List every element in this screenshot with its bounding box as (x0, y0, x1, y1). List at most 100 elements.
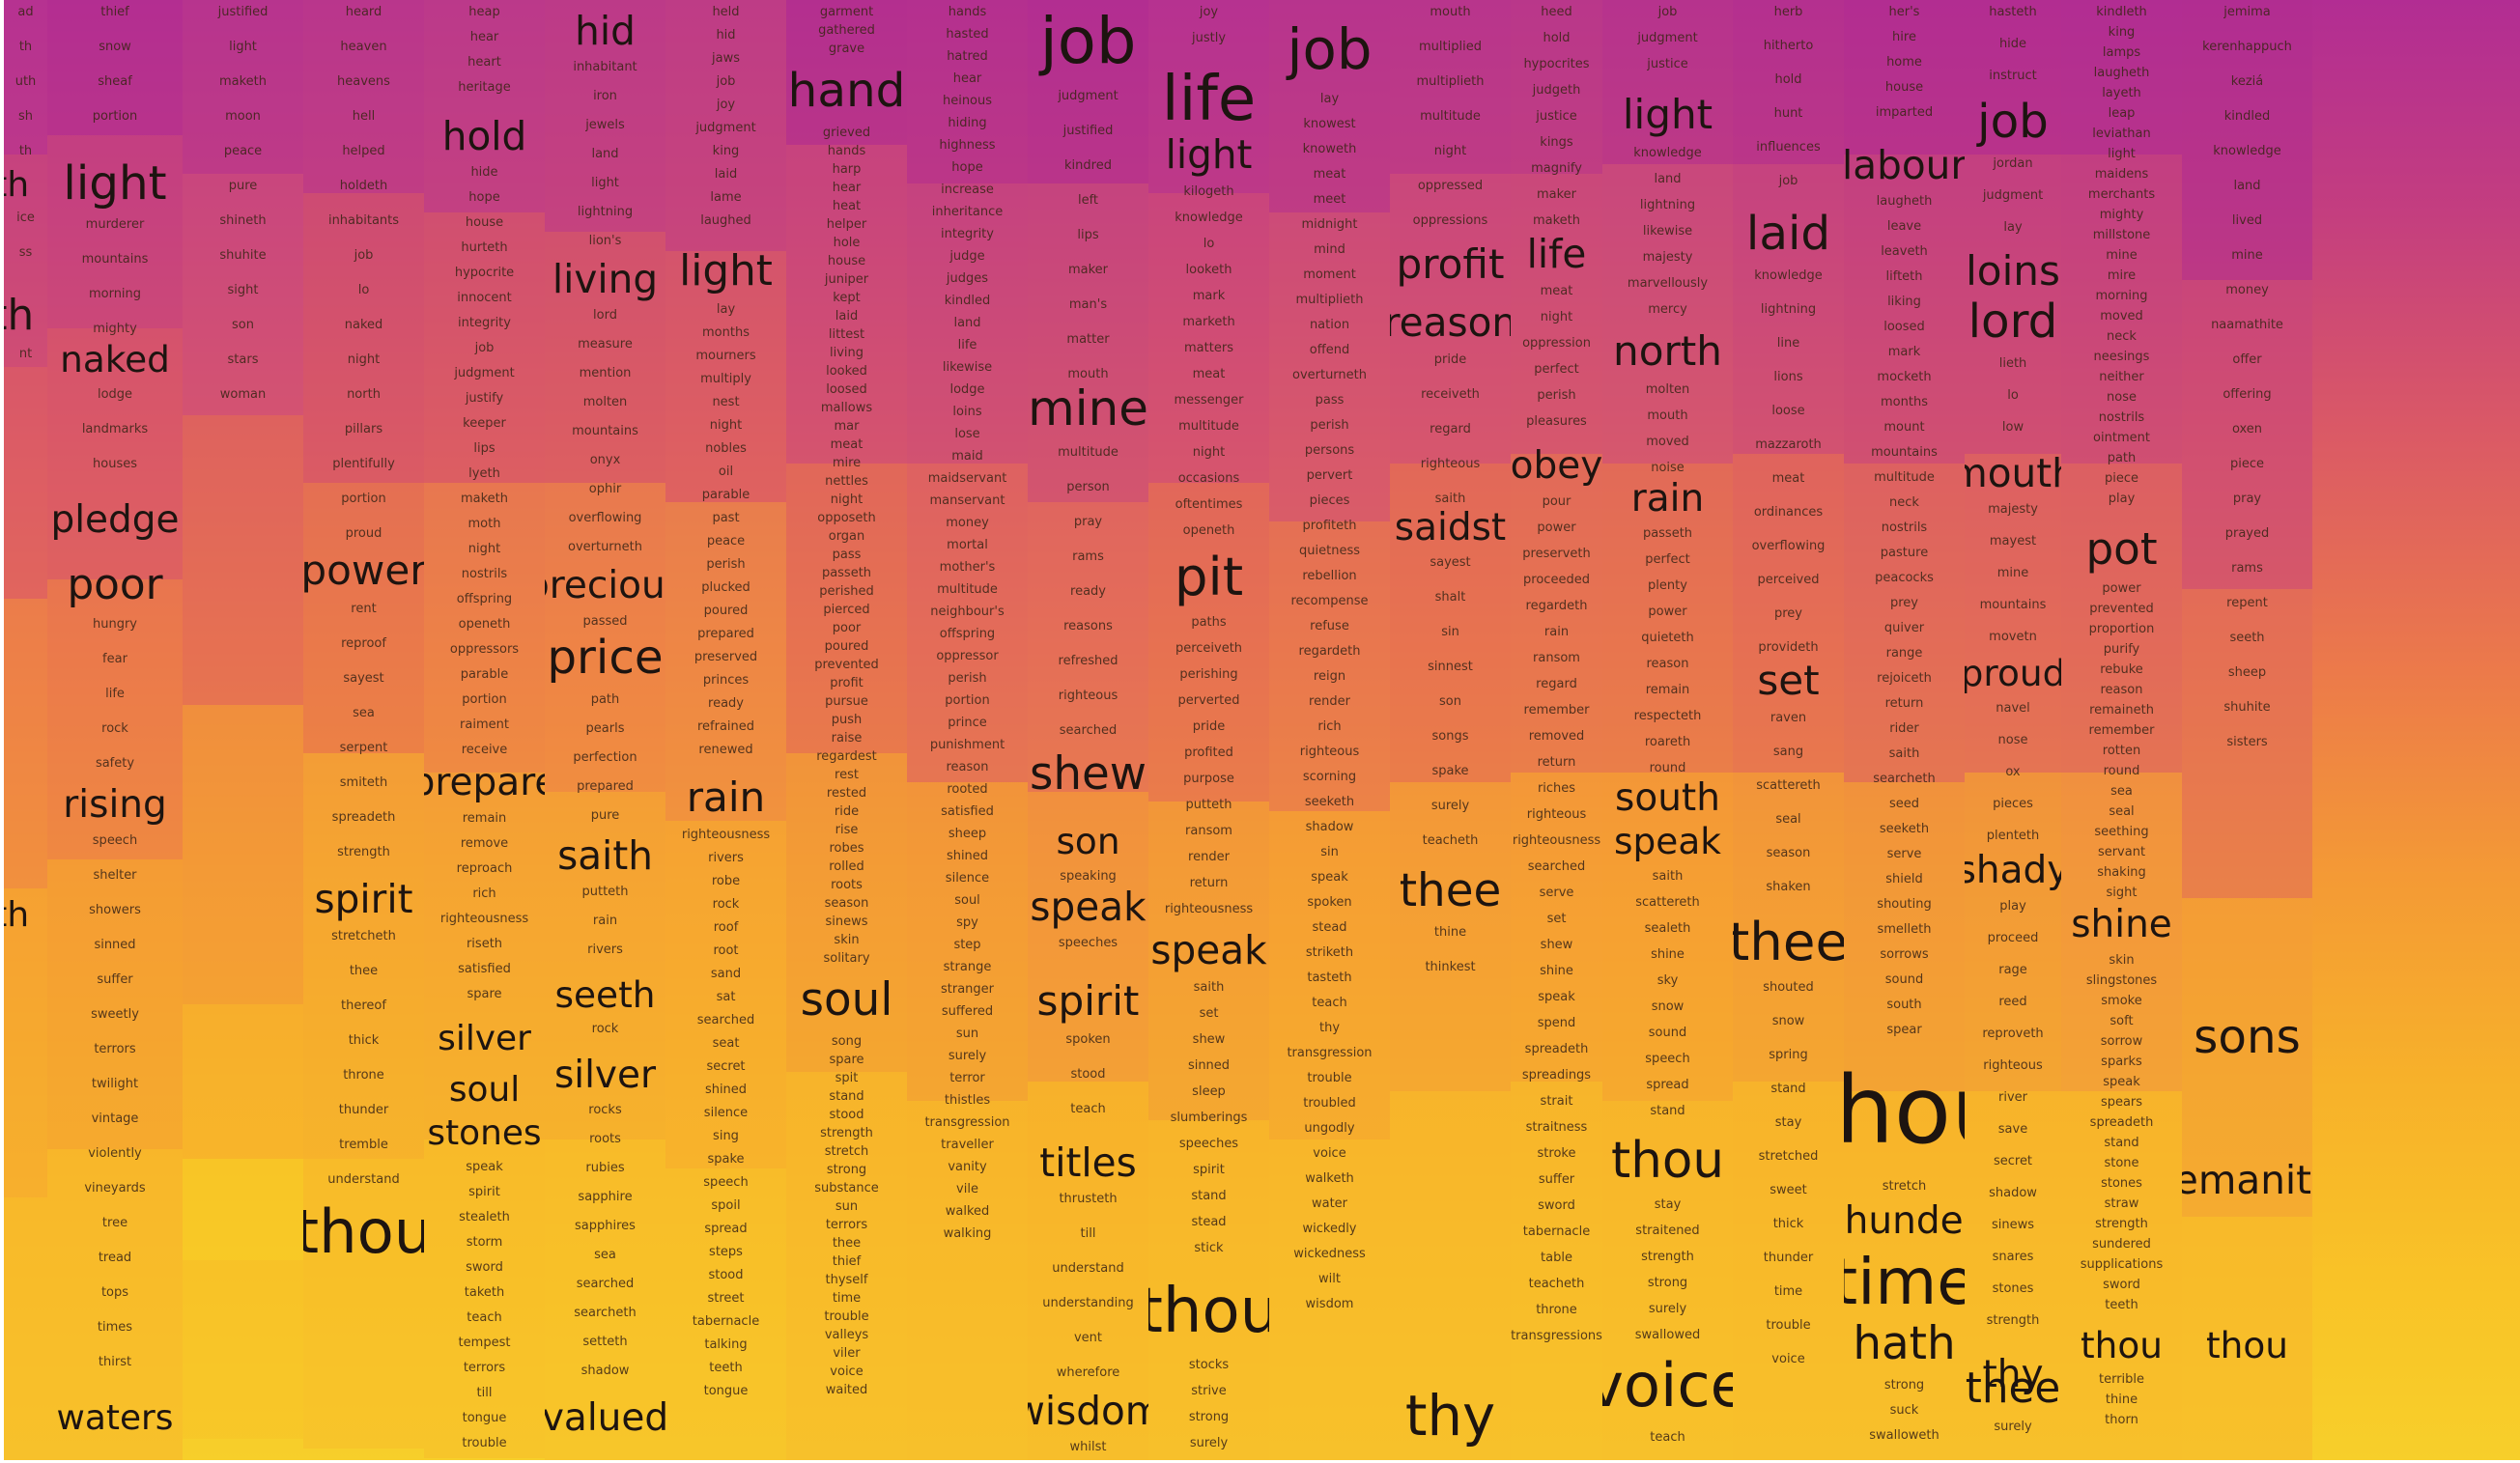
cell (183, 415, 303, 705)
word-label: house (827, 254, 866, 269)
word-label: job (1657, 5, 1678, 19)
word-label: stealeth (459, 1210, 510, 1225)
word-label: throne (1536, 1302, 1577, 1317)
word-label: stead (1312, 919, 1347, 935)
word-label: spoil (711, 1197, 741, 1213)
word-label: jewels (585, 118, 625, 133)
word-label: ox (2005, 764, 2021, 779)
word-label: saith (1434, 491, 1466, 506)
word-label: mark (1887, 345, 1921, 360)
word-label: street (707, 1290, 745, 1306)
word-label: sang (1772, 744, 1804, 759)
cell (1965, 1091, 2061, 1460)
word-label: prey (1773, 606, 1803, 622)
word-label: shalt (1434, 590, 1466, 605)
word-label: spy (956, 915, 978, 930)
word-label: rolled (829, 859, 864, 875)
word-label: purpose (1183, 772, 1234, 787)
word-label: lived (2231, 213, 2263, 228)
word-label: scattereth (1756, 777, 1821, 793)
word-label: herb (1773, 5, 1803, 19)
word-label: thou (2205, 1323, 2289, 1366)
word-label: trouble (462, 1436, 507, 1451)
word-label: stretch (1882, 1179, 1927, 1195)
word-label: strong (826, 1163, 867, 1178)
word-label: nostrils (1881, 520, 1928, 536)
word-label: righteous (1983, 1057, 2043, 1073)
word-label: profiteth (1302, 518, 1357, 533)
word-label: justice (1647, 57, 1688, 71)
word-label: spreadeth (2089, 1114, 2154, 1130)
word-label: proud (345, 526, 382, 541)
word-label: till (476, 1386, 493, 1401)
word-label: saith (557, 832, 653, 880)
word-label: rivers (587, 943, 623, 958)
word-label: sayest (343, 670, 384, 686)
word-label: paths (1191, 615, 1227, 631)
word-label: mouth (1067, 366, 1109, 381)
word-label: multiplieth (1416, 74, 1485, 89)
word-label: thine (2105, 1393, 2138, 1408)
word-label: range (1885, 646, 1923, 661)
word-label: hatred (947, 49, 988, 64)
word-label: meat (1771, 471, 1805, 487)
word-label: silence (945, 871, 990, 886)
word-label: strange (943, 960, 992, 974)
word-label: sight (2106, 885, 2138, 900)
word-label: reason (946, 760, 989, 774)
word-label: hands (948, 5, 987, 19)
word-label: profit (830, 676, 864, 691)
word-label: peacocks (1875, 571, 1934, 586)
word-label: secret (1993, 1153, 2033, 1168)
word-label: mouth (1430, 5, 1471, 19)
word-label: voice (1771, 1352, 1805, 1367)
word-label: strength (2095, 1216, 2148, 1231)
word-label: tasteth (1307, 970, 1352, 985)
word-label: hiding (948, 116, 987, 130)
word-label: sea (353, 705, 375, 720)
cell (1390, 782, 1511, 1091)
word-label: meet (1313, 191, 1346, 207)
word-label: multitude (1420, 109, 1481, 124)
word-label: job (1287, 16, 1373, 83)
cell (1965, 773, 2061, 1091)
word-label: power (1537, 520, 1576, 535)
word-label: gathered (818, 23, 875, 38)
word-label: mire (832, 456, 862, 471)
word-label: traveller (941, 1138, 994, 1152)
word-label: putteth (581, 885, 629, 900)
word-label: supplications (2080, 1256, 2164, 1272)
word-label: strength (820, 1126, 873, 1141)
word-label: portion (945, 693, 990, 708)
word-label: overturneth (1291, 367, 1368, 382)
word-label: judgeth (1532, 83, 1581, 98)
word-label: hypocrite (454, 266, 515, 281)
word-label: stand (1191, 1188, 1227, 1203)
word-label: reason (1646, 657, 1689, 672)
word-label: night (709, 418, 743, 434)
cell (1269, 212, 1390, 521)
word-label: sheaf (98, 74, 132, 89)
word-label: walking (943, 1226, 992, 1241)
word-label: stroke (1537, 1145, 1576, 1161)
word-label: mine (1996, 566, 2029, 581)
word-label: substance (814, 1181, 879, 1196)
word-label: spare (467, 986, 502, 1001)
word-label: tremble (339, 1137, 388, 1152)
word-label: merchants (2087, 187, 2156, 202)
word-label: spear (1886, 1023, 1922, 1038)
word-label: heinous (942, 94, 993, 108)
cell (424, 773, 545, 1139)
word-label: person (1066, 479, 1110, 494)
word-label: neesings (2093, 350, 2150, 364)
word-label: stones (2101, 1175, 2142, 1191)
word-label: integrity (458, 316, 511, 331)
word-label: fear (102, 651, 127, 666)
word-label: highness (939, 138, 996, 153)
word-label: integrity (941, 227, 994, 241)
word-label: spoken (1065, 1031, 1111, 1047)
word-label: sea (594, 1248, 616, 1263)
cell (2061, 773, 2182, 1091)
word-label: thee (349, 963, 379, 978)
word-label: spirit (1193, 1162, 1225, 1177)
